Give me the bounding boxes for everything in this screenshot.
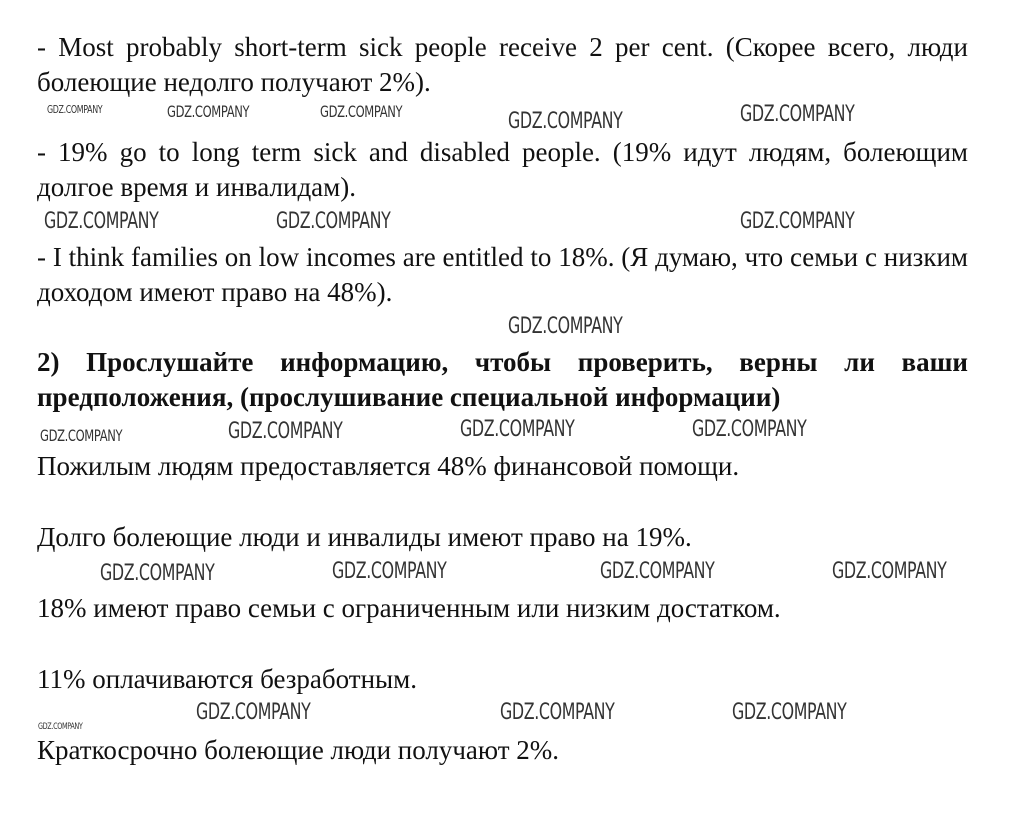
watermark: GDZ.COMPANY (600, 559, 715, 584)
watermark: GDZ.COMPANY (40, 426, 123, 445)
watermark: GDZ.COMPANY (276, 209, 391, 234)
watermark: GDZ.COMPANY (692, 417, 807, 442)
result-line-elderly: Пожилым людям предоставляется 48% финанс… (37, 451, 740, 481)
watermark: GDZ.COMPANY (732, 700, 847, 725)
result-line-unemployed: 11% оплачиваются безработным. (37, 664, 418, 694)
watermark: GDZ.COMPANY (740, 102, 855, 127)
task-heading: 2) Прослушайте информацию, чтобы провери… (37, 347, 968, 412)
result-line-low-income: 18% имеют право семьи с ограниченным или… (37, 593, 781, 623)
watermark: GDZ.COMPANY (740, 209, 855, 234)
watermark: GDZ.COMPANY (508, 109, 623, 134)
result-line-disabled: Долго болеющие люди и инвалиды имеют пра… (37, 522, 692, 552)
watermark: GDZ.COMPANY (228, 419, 343, 444)
watermark: GDZ.COMPANY (500, 700, 615, 725)
watermark: GDZ.COMPANY (332, 559, 447, 584)
watermark: GDZ.COMPANY (196, 700, 311, 725)
watermark: GDZ.COMPANY (47, 103, 103, 116)
answer-paragraph-low-incomes: - I think families on low incomes are en… (37, 242, 968, 307)
watermark: GDZ.COMPANY (38, 722, 83, 732)
result-line-short-term-sick: Краткосрочно болеющие люди получают 2%. (37, 735, 560, 765)
watermark: GDZ.COMPANY (320, 102, 403, 121)
answer-paragraph-short-term-sick: - Most probably short-term sick people r… (37, 32, 968, 97)
watermark: GDZ.COMPANY (167, 102, 250, 121)
watermark: GDZ.COMPANY (508, 314, 623, 339)
watermark: GDZ.COMPANY (100, 561, 215, 586)
watermark: GDZ.COMPANY (44, 209, 159, 234)
watermark: GDZ.COMPANY (460, 417, 575, 442)
answer-paragraph-long-term-sick: - 19% go to long term sick and disabled … (37, 137, 968, 202)
watermark: GDZ.COMPANY (832, 559, 947, 584)
